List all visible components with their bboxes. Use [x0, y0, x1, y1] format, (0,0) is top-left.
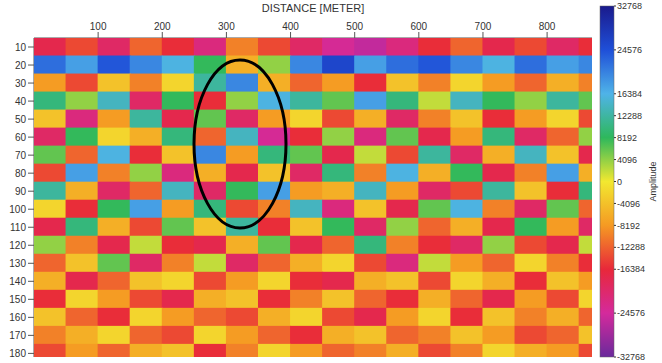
svg-text:300: 300	[218, 21, 235, 32]
svg-text:500: 500	[346, 21, 363, 32]
svg-text:800: 800	[539, 21, 556, 32]
svg-text:-12288: -12288	[617, 242, 645, 252]
svg-text:120: 120	[9, 240, 26, 251]
svg-text:70: 70	[15, 150, 27, 161]
svg-text:-24576: -24576	[617, 308, 645, 318]
svg-text:700: 700	[475, 21, 492, 32]
svg-text:60: 60	[15, 132, 27, 143]
svg-text:-4096: -4096	[617, 199, 640, 209]
svg-text:8192: 8192	[617, 133, 637, 143]
svg-text:12288: 12288	[617, 111, 642, 121]
svg-text:40: 40	[15, 96, 27, 107]
svg-text:30: 30	[15, 78, 27, 89]
svg-text:200: 200	[154, 21, 171, 32]
svg-text:Amplitude: Amplitude	[648, 161, 658, 201]
svg-text:4096: 4096	[617, 155, 637, 165]
svg-text:100: 100	[9, 204, 26, 215]
svg-text:16384: 16384	[617, 89, 642, 99]
svg-text:32768: 32768	[617, 1, 642, 11]
svg-text:-32768: -32768	[617, 352, 645, 362]
svg-text:24576: 24576	[617, 45, 642, 55]
svg-text:600: 600	[410, 21, 427, 32]
svg-text:150: 150	[9, 294, 26, 305]
svg-text:0: 0	[617, 177, 622, 187]
svg-text:DISTANCE [METER]: DISTANCE [METER]	[262, 2, 364, 14]
svg-text:10: 10	[15, 42, 27, 53]
svg-text:80: 80	[15, 168, 27, 179]
svg-text:100: 100	[90, 21, 107, 32]
svg-text:170: 170	[9, 330, 26, 341]
svg-text:-16384: -16384	[617, 264, 645, 274]
svg-text:160: 160	[9, 312, 26, 323]
svg-text:110: 110	[10, 222, 26, 233]
svg-text:90: 90	[15, 186, 27, 197]
svg-text:400: 400	[282, 21, 299, 32]
svg-text:50: 50	[15, 114, 27, 125]
svg-text:130: 130	[9, 258, 26, 269]
svg-text:20: 20	[15, 60, 27, 71]
svg-text:140: 140	[9, 276, 26, 287]
svg-text:180: 180	[9, 348, 26, 359]
svg-text:-8192: -8192	[617, 221, 640, 231]
